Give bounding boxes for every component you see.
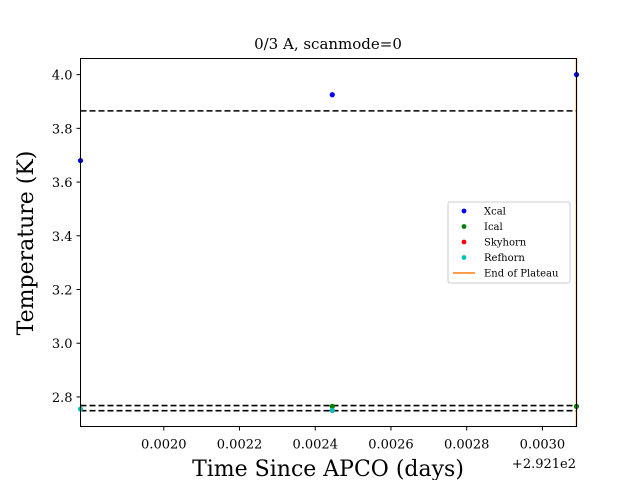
y-tick-label-3: 3.4: [52, 230, 73, 245]
x-tick-label-5: 0.0030: [520, 438, 566, 453]
y-tick-label-2: 3.2: [52, 284, 73, 299]
x-axis-label: Time Since APCO (days): [192, 457, 464, 480]
x-tick-label-4: 0.0028: [444, 438, 490, 453]
legend-marker-xcal: [461, 208, 467, 214]
y-tick-label-1: 3.0: [52, 337, 73, 352]
legend-box: [447, 201, 571, 284]
x-tick-label-3: 0.0026: [368, 438, 414, 453]
legend-label-xcal: Xcal: [484, 207, 506, 218]
legend-label-ical: Ical: [484, 222, 503, 233]
legend-label-refhorn: Refhorn: [484, 253, 525, 264]
legend-label-skyhorn: Skyhorn: [484, 238, 527, 249]
x-tick-label-0: 0.0020: [141, 438, 187, 453]
y-axis-label: Temperature (K): [14, 151, 39, 336]
y-tick-label-6: 4.0: [52, 69, 73, 84]
legend-label-end-of-plateau: End of Plateau: [484, 269, 559, 280]
x-tick-label-2: 0.0024: [292, 438, 338, 453]
legend-marker-refhorn: [461, 255, 467, 260]
plot-frame: [80, 58, 577, 427]
point-refhorn-1: [329, 407, 335, 413]
y-tick-label-0: 2.8: [52, 391, 73, 406]
y-tick-label-4: 3.6: [52, 176, 73, 191]
legend-marker-ical: [461, 224, 467, 229]
chart-title: 0/3 A, scanmode=0: [254, 35, 402, 53]
point-ical-0: [329, 403, 335, 409]
point-xcal-1: [329, 92, 335, 98]
legend-marker-skyhorn: [461, 239, 467, 245]
x-tick-label-1: 0.0022: [217, 438, 263, 453]
y-tick-label-5: 3.8: [52, 122, 73, 137]
x-offset-label: +2.921e2: [512, 457, 576, 472]
